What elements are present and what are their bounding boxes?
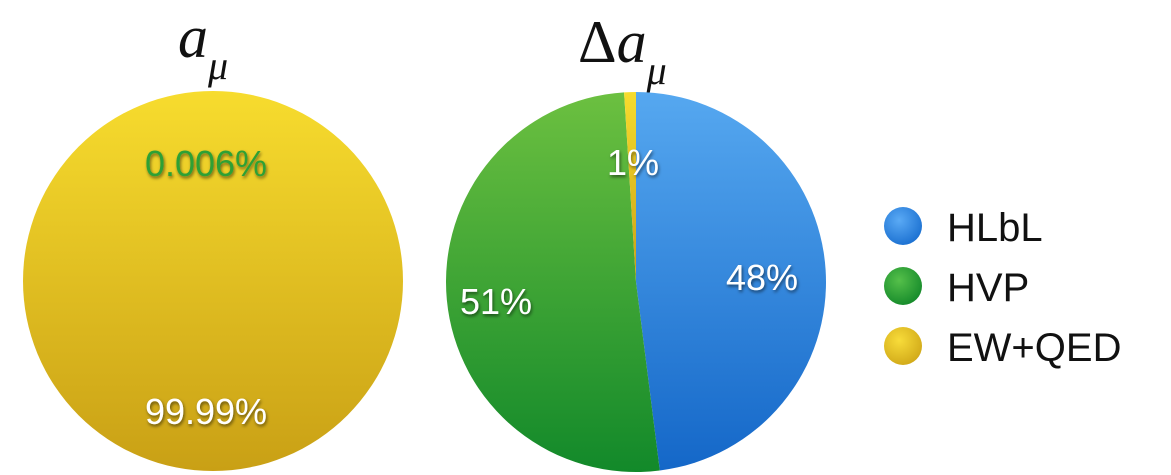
legend-swatch-hvp — [884, 267, 922, 305]
legend-label-hvp: HVP — [947, 266, 1029, 310]
pie-slice-ew-qed — [624, 92, 636, 282]
legend: HLbL HVP EW+QED — [884, 206, 1121, 370]
pie-slice-hvp — [445, 92, 660, 472]
left-chart-title: aμ — [178, 4, 228, 88]
slice-label-hlbl: 48% — [726, 257, 798, 298]
slice-label-ew-qed: 99.99% — [145, 391, 267, 432]
slice-label-ew-qed: 1% — [607, 142, 659, 183]
legend-label-ew-qed: EW+QED — [947, 326, 1121, 370]
left-pie: 0.006% 99.99% — [23, 91, 403, 471]
legend-label-hlbl: HLbL — [947, 206, 1043, 250]
legend-swatch-ew-qed — [884, 327, 922, 365]
pie-slice-hlbl — [636, 92, 827, 471]
pie-slice-ew-qed — [23, 91, 403, 471]
legend-swatch-hlbl — [884, 207, 922, 245]
slice-label-hvp: 0.006% — [145, 143, 267, 184]
right-chart-title: Δaμ — [578, 9, 667, 93]
right-pie: 48% 51% 1% — [445, 92, 827, 472]
slice-label-hvp: 51% — [460, 281, 532, 322]
